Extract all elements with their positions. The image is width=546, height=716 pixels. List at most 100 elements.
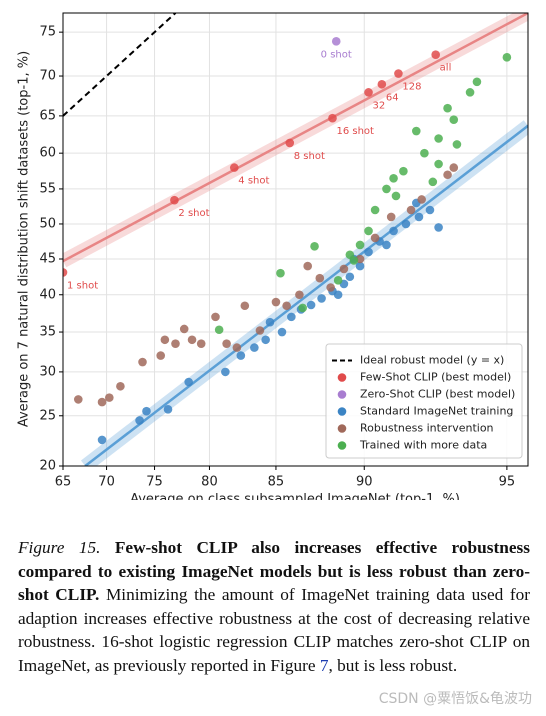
y-tick-label: 45 xyxy=(39,251,56,266)
y-tick-label: 40 xyxy=(39,287,56,302)
point xyxy=(333,290,343,300)
x-axis-label: Average on class subsampled ImageNet (to… xyxy=(130,492,460,500)
point xyxy=(391,191,401,201)
point xyxy=(449,115,459,125)
point xyxy=(170,195,179,205)
point xyxy=(345,250,355,260)
legend-marker xyxy=(337,407,347,416)
point-label: 4 shot xyxy=(238,176,269,187)
point xyxy=(315,273,325,283)
point xyxy=(420,148,429,158)
point xyxy=(377,79,387,89)
point xyxy=(236,351,246,360)
point xyxy=(382,184,391,194)
point xyxy=(138,357,147,367)
legend-label: Trained with more data xyxy=(359,439,487,452)
point-label: 2 shot xyxy=(178,208,209,219)
point xyxy=(116,381,125,391)
point xyxy=(370,205,380,215)
point xyxy=(97,397,107,407)
point xyxy=(214,325,224,335)
point xyxy=(196,339,206,348)
fit-line xyxy=(63,13,528,263)
point xyxy=(171,339,180,348)
point xyxy=(502,53,512,62)
point xyxy=(232,343,242,352)
legend-label: Few-Shot CLIP (best model) xyxy=(360,371,511,384)
x-tick-label: 65 xyxy=(55,475,72,490)
point xyxy=(465,88,475,97)
point xyxy=(326,283,335,292)
point xyxy=(156,351,166,360)
fit-line xyxy=(84,124,528,466)
y-tick-label: 25 xyxy=(39,408,56,423)
legend-marker xyxy=(337,390,347,399)
y-tick-label: 75 xyxy=(39,25,56,40)
point xyxy=(211,312,220,322)
point xyxy=(221,367,230,377)
point xyxy=(310,242,319,251)
legend-marker xyxy=(337,373,347,382)
point xyxy=(303,261,313,271)
point xyxy=(222,339,231,348)
point xyxy=(135,416,144,425)
point xyxy=(163,405,173,414)
point xyxy=(276,268,285,278)
point xyxy=(355,240,365,250)
point-label: 0 shot xyxy=(321,49,352,60)
point xyxy=(472,77,482,87)
legend-label: Robustness intervention xyxy=(360,422,494,435)
point xyxy=(331,37,341,46)
legend-label: Ideal robust model (y = x) xyxy=(360,354,504,367)
point xyxy=(417,195,426,204)
point xyxy=(317,294,326,303)
point xyxy=(287,312,296,322)
point xyxy=(431,50,440,60)
point xyxy=(443,170,452,180)
point xyxy=(339,264,349,274)
point xyxy=(63,268,68,277)
y-tick-label: 35 xyxy=(39,325,56,340)
ideal-line xyxy=(63,13,177,117)
point-label: 32 xyxy=(373,100,386,111)
y-tick-label: 20 xyxy=(39,459,56,474)
point xyxy=(428,177,438,187)
y-tick-label: 60 xyxy=(39,146,56,161)
y-tick-label: 30 xyxy=(39,364,56,379)
point xyxy=(255,326,265,335)
point xyxy=(394,69,403,78)
legend-marker xyxy=(337,441,347,450)
y-tick-label: 70 xyxy=(39,69,56,84)
x-tick-label: 80 xyxy=(201,475,218,490)
point xyxy=(364,226,373,236)
x-tick-label: 85 xyxy=(268,475,285,490)
point xyxy=(355,261,365,271)
x-tick-label: 70 xyxy=(98,475,115,490)
point xyxy=(97,435,107,445)
point xyxy=(414,212,424,222)
point xyxy=(271,297,281,307)
point xyxy=(386,212,396,222)
caption: Figure 15. Few-shot CLIP also increases … xyxy=(18,536,530,678)
legend-label: Zero-Shot CLIP (best model) xyxy=(360,388,515,401)
point-label: all xyxy=(440,63,452,74)
legend-marker xyxy=(337,424,347,433)
point xyxy=(184,377,193,387)
y-tick-label: 65 xyxy=(39,108,56,123)
point xyxy=(306,300,316,310)
point xyxy=(295,290,304,300)
point xyxy=(443,103,452,113)
point xyxy=(187,335,197,345)
y-tick-label: 55 xyxy=(39,181,56,196)
x-tick-label: 90 xyxy=(356,475,373,490)
point xyxy=(73,395,83,404)
plot-frame xyxy=(62,12,529,467)
figure-link[interactable]: 7 xyxy=(319,655,329,675)
point xyxy=(434,159,443,169)
point xyxy=(229,163,239,172)
point xyxy=(370,233,380,243)
point-label: 128 xyxy=(402,82,421,93)
caption-bold: Few-shot CLIP also increases effective r… xyxy=(18,538,530,605)
caption-end: , but is less robust. xyxy=(328,655,458,675)
